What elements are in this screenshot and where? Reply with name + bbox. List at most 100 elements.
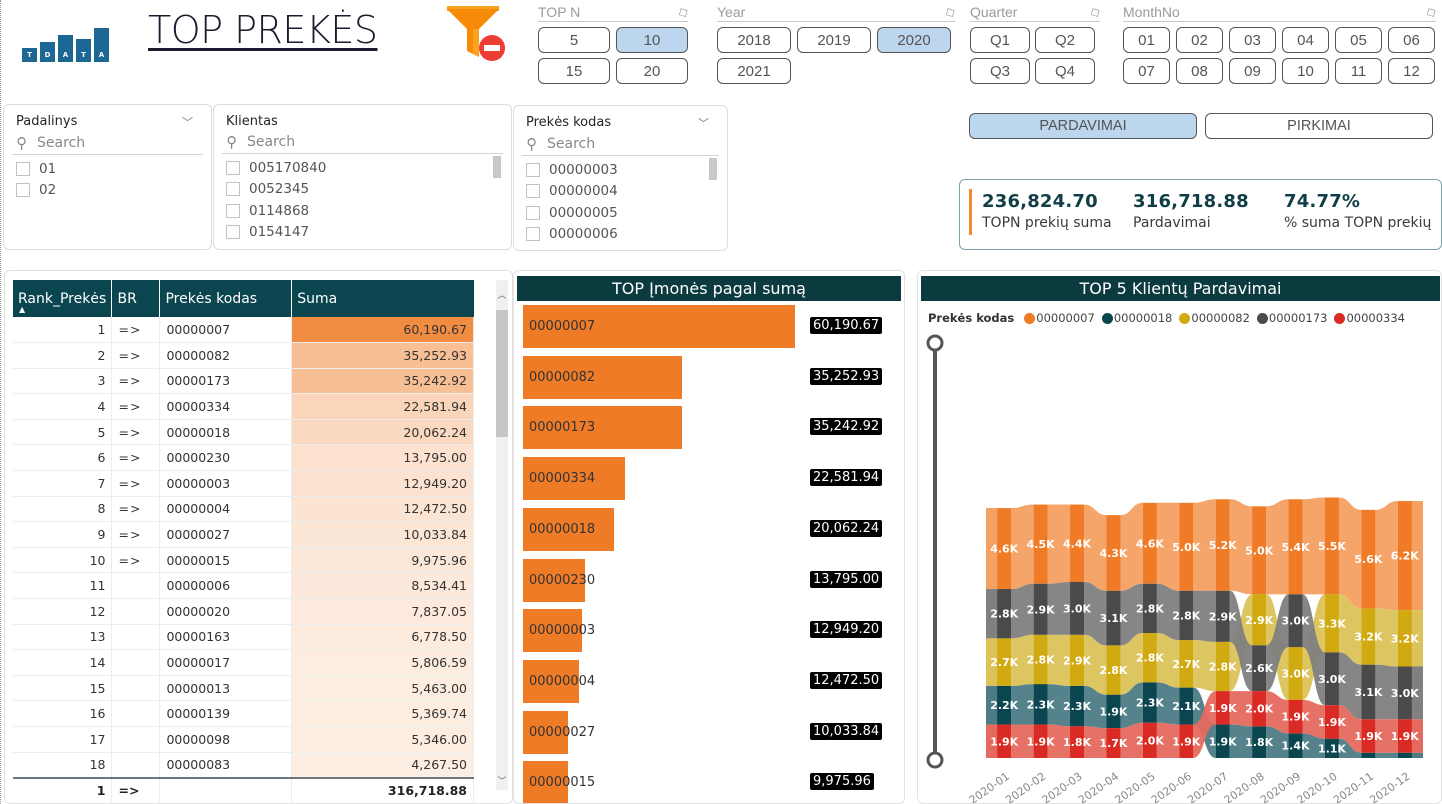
ribbon-column-segment[interactable] <box>1324 497 1339 595</box>
ribbon-band[interactable] <box>1011 724 1034 758</box>
checkbox[interactable] <box>226 225 240 240</box>
list-item[interactable]: 00000003 <box>522 159 719 181</box>
eraser-icon[interactable]: ◇ <box>674 2 691 21</box>
ribbon-band[interactable] <box>1120 633 1143 695</box>
ribbon-band[interactable] <box>1156 682 1180 725</box>
padalinys-header[interactable]: Padalinys ﹀ <box>12 114 203 130</box>
ribbon-column-segment[interactable] <box>1106 694 1121 729</box>
ribbon-column-segment[interactable] <box>1252 691 1267 727</box>
checkbox[interactable] <box>226 203 240 218</box>
table-row[interactable]: 1 => 00000007 60,190.67 <box>13 317 474 344</box>
ribbon-column-segment[interactable] <box>1070 685 1085 727</box>
table-row[interactable]: 3 => 00000173 35,242.92 <box>13 368 474 395</box>
ribbon-column-segment[interactable] <box>1142 502 1157 584</box>
bar[interactable] <box>523 659 579 703</box>
scrollbar-thumb[interactable] <box>496 310 508 437</box>
ribbon-column-segment[interactable] <box>1070 582 1085 635</box>
table-row[interactable]: 8 => 00000004 12,472.50 <box>13 496 474 523</box>
ribbon-column-segment[interactable] <box>1106 728 1121 758</box>
table-row[interactable]: 14 00000017 5,806.59 <box>13 649 474 676</box>
ribbon-band[interactable] <box>1375 608 1398 667</box>
ribbon-column-segment[interactable] <box>1179 590 1194 641</box>
list-item[interactable]: 005170840 <box>222 157 503 179</box>
month-option[interactable]: 10 <box>1282 58 1329 84</box>
ribbon-column-segment[interactable] <box>1142 583 1157 634</box>
month-option[interactable]: 01 <box>1123 27 1170 53</box>
ribbon-column-segment[interactable] <box>1215 590 1230 642</box>
ribbon-column-segment[interactable] <box>1361 752 1376 758</box>
eraser-icon[interactable]: ◇ <box>1086 2 1103 21</box>
ribbon-column-segment[interactable] <box>1324 705 1339 739</box>
bar[interactable] <box>523 609 582 653</box>
ribbon-band[interactable] <box>1011 504 1034 590</box>
ribbon-band[interactable] <box>1375 752 1398 758</box>
ribbon-column-segment[interactable] <box>1033 684 1048 725</box>
ribbon-band[interactable] <box>1193 691 1216 758</box>
month-option[interactable]: 05 <box>1335 27 1382 53</box>
list-item[interactable]: 0052345 <box>222 179 503 201</box>
scroll-down-icon[interactable]: ﹀ <box>497 777 507 787</box>
quarter-option[interactable]: Q2 <box>1035 27 1095 53</box>
play-axis-start-handle[interactable] <box>926 334 944 352</box>
ribbon-band[interactable] <box>1375 501 1398 611</box>
month-option[interactable]: 11 <box>1335 58 1382 84</box>
ribbon-band[interactable] <box>1156 633 1180 688</box>
scrollbar-thumb[interactable] <box>493 156 501 178</box>
ribbon-column-segment[interactable] <box>1324 738 1339 758</box>
topn-option[interactable]: 20 <box>616 58 688 84</box>
ribbon-column-segment[interactable] <box>1397 501 1412 611</box>
ribbon-band[interactable] <box>1047 582 1071 635</box>
ribbon-column-segment[interactable] <box>1324 652 1339 706</box>
year-option[interactable]: 2019 <box>797 27 871 53</box>
ribbon-band[interactable] <box>1338 497 1362 609</box>
ribbon-column-segment[interactable] <box>1179 502 1194 591</box>
ribbon-column-segment[interactable] <box>997 589 1012 639</box>
ribbon-band[interactable] <box>1229 691 1253 727</box>
list-item[interactable]: 00000005 <box>522 202 719 224</box>
bar-row[interactable]: 00000027 10,033.84 <box>523 710 893 754</box>
bar-row[interactable]: 00000007 60,190.67 <box>523 305 893 348</box>
month-option[interactable]: 03 <box>1229 27 1276 53</box>
month-option[interactable]: 07 <box>1123 58 1170 84</box>
ribbon-band[interactable] <box>1120 583 1143 646</box>
quarter-option[interactable]: Q4 <box>1035 58 1095 84</box>
ribbon-band[interactable] <box>1084 634 1107 695</box>
bar[interactable] <box>523 457 625 501</box>
ribbon-band[interactable] <box>1410 752 1423 758</box>
bar-row[interactable]: 00000230 13,795.00 <box>523 558 893 602</box>
ribbon-band[interactable] <box>1410 610 1423 667</box>
ribbon-column-segment[interactable] <box>1070 726 1085 758</box>
checkbox[interactable] <box>16 183 30 198</box>
ribbon-band[interactable] <box>1229 590 1253 692</box>
ribbon-band[interactable] <box>1375 664 1398 720</box>
ribbon-column-segment[interactable] <box>1324 594 1339 653</box>
ribbon-band[interactable] <box>1338 652 1362 720</box>
ribbon-band[interactable] <box>1266 499 1289 595</box>
table-row[interactable]: 11 00000006 8,534.41 <box>13 572 474 600</box>
legend-item[interactable]: 00000018 <box>1101 311 1172 325</box>
ribbon-band[interactable] <box>986 685 999 725</box>
topn-option[interactable]: 5 <box>538 27 610 53</box>
ribbon-column-segment[interactable] <box>1252 645 1267 692</box>
chevron-down-icon[interactable]: ﹀ <box>698 117 709 130</box>
ribbon-band[interactable] <box>1193 499 1216 591</box>
checkbox[interactable] <box>526 205 540 220</box>
ribbon-band[interactable] <box>1266 726 1289 758</box>
topn-option[interactable]: 10 <box>616 27 688 53</box>
ribbon-column-segment[interactable] <box>1361 608 1376 665</box>
bar-row[interactable]: 00000015 9,975.96 <box>523 761 893 803</box>
ribbon-column-segment[interactable] <box>1215 691 1230 725</box>
legend-item[interactable]: 00000334 <box>1334 311 1405 325</box>
table-row[interactable]: 18 00000083 4,267.50 <box>13 752 474 779</box>
ribbon-column-segment[interactable] <box>1106 645 1121 695</box>
year-option[interactable]: 2018 <box>717 27 791 53</box>
ribbon-column-segment[interactable] <box>1106 515 1121 591</box>
ribbon-band[interactable] <box>1375 719 1398 753</box>
year-option[interactable]: 2021 <box>717 58 791 84</box>
table-row[interactable]: 10 => 00000015 9,975.96 <box>13 547 474 574</box>
ribbon-column-segment[interactable] <box>997 685 1012 725</box>
ribbon-column-segment[interactable] <box>1070 504 1085 582</box>
ribbon-band[interactable] <box>1193 590 1216 642</box>
bar[interactable] <box>523 406 682 450</box>
ribbon-band[interactable] <box>1047 634 1071 686</box>
